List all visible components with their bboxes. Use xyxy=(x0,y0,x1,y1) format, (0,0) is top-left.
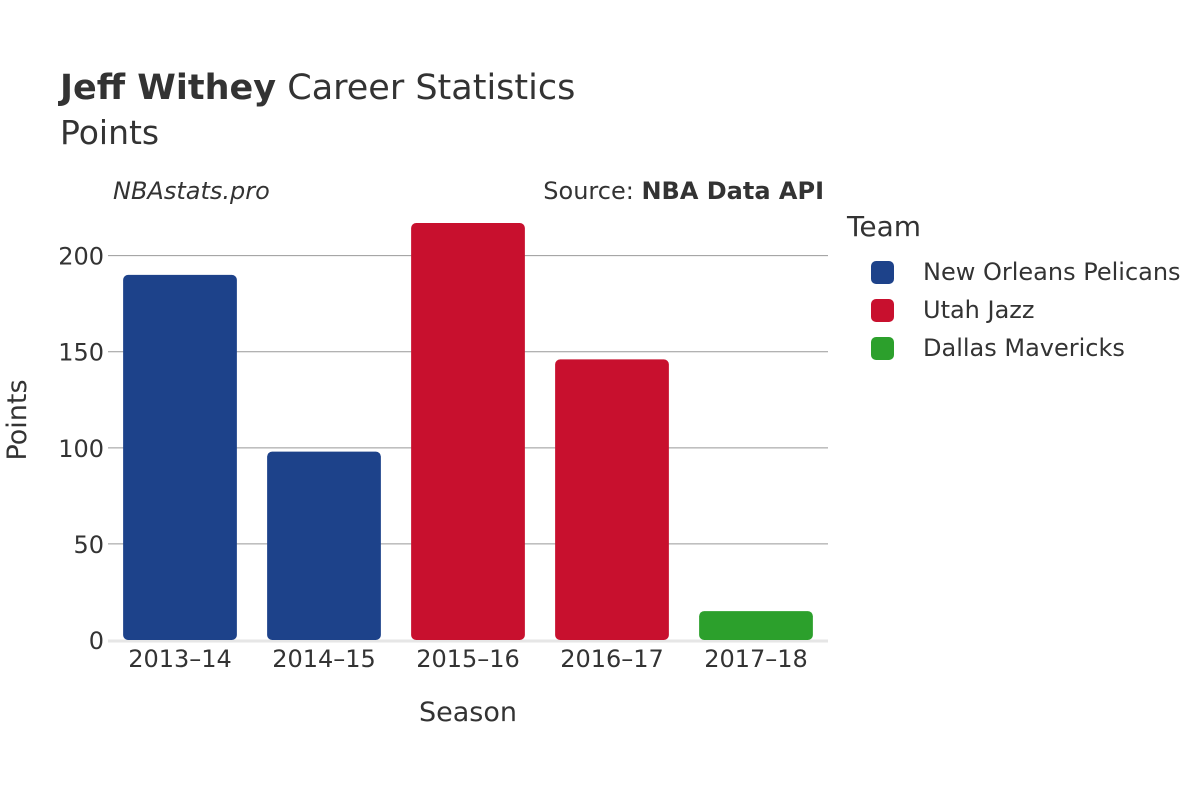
legend-items: New Orleans Pelicans Utah Jazz Dallas Mave… xyxy=(847,253,1181,367)
legend-item[interactable]: Dallas Mavericks xyxy=(847,329,1181,367)
x-tick-label: 2016–17 xyxy=(560,645,664,673)
legend-label: Utah Jazz xyxy=(923,296,1035,324)
x-axis-label: Season xyxy=(419,697,517,728)
legend-label: New Orleans Pelicans xyxy=(923,258,1181,286)
x-tick-label: 2013–14 xyxy=(128,645,232,673)
legend-swatch xyxy=(871,336,894,360)
y-tick-label: 200 xyxy=(58,243,104,271)
legend: Team New Orleans Pelicans Utah Jazz Dallas… xyxy=(847,210,1181,367)
bars xyxy=(123,222,813,640)
x-tick-label: 2017–18 xyxy=(704,645,808,673)
y-tick-label: 150 xyxy=(58,339,104,367)
source-name: NBA Data API xyxy=(641,177,824,205)
bar xyxy=(555,359,669,640)
chart-title: Jeff Withey Career Statistics xyxy=(60,68,575,108)
legend-swatch xyxy=(871,298,894,322)
source-credit: Source: NBA Data API xyxy=(543,177,824,205)
x-tick-label: 2014–15 xyxy=(272,645,376,673)
x-tick-label: 2015–16 xyxy=(416,645,520,673)
y-axis-label: Points xyxy=(2,379,33,460)
bar xyxy=(267,451,381,640)
legend-label: Dallas Mavericks xyxy=(923,334,1125,362)
legend-swatch xyxy=(871,260,894,284)
watermark: NBAstats.pro xyxy=(113,177,270,205)
bar xyxy=(123,274,237,640)
y-tick-label: 100 xyxy=(58,435,104,463)
legend-item[interactable]: Utah Jazz xyxy=(847,291,1181,329)
y-axis-ticks: 0 50 100 150 200 xyxy=(58,243,104,655)
chart-title-player: Jeff Withey xyxy=(60,68,277,108)
chart-title-rest: Career Statistics xyxy=(287,68,576,108)
y-tick-label: 0 xyxy=(89,627,104,655)
legend-item[interactable]: New Orleans Pelicans xyxy=(847,253,1181,291)
bar xyxy=(411,222,525,640)
legend-title: Team xyxy=(847,210,922,243)
x-axis-ticks: 2013–14 2014–15 2015–16 2016–17 2017–18 xyxy=(128,645,808,673)
chart-subtitle: Points xyxy=(60,113,160,152)
y-tick-label: 50 xyxy=(73,531,104,559)
bar xyxy=(699,611,813,640)
source-prefix: Source: xyxy=(543,177,634,205)
